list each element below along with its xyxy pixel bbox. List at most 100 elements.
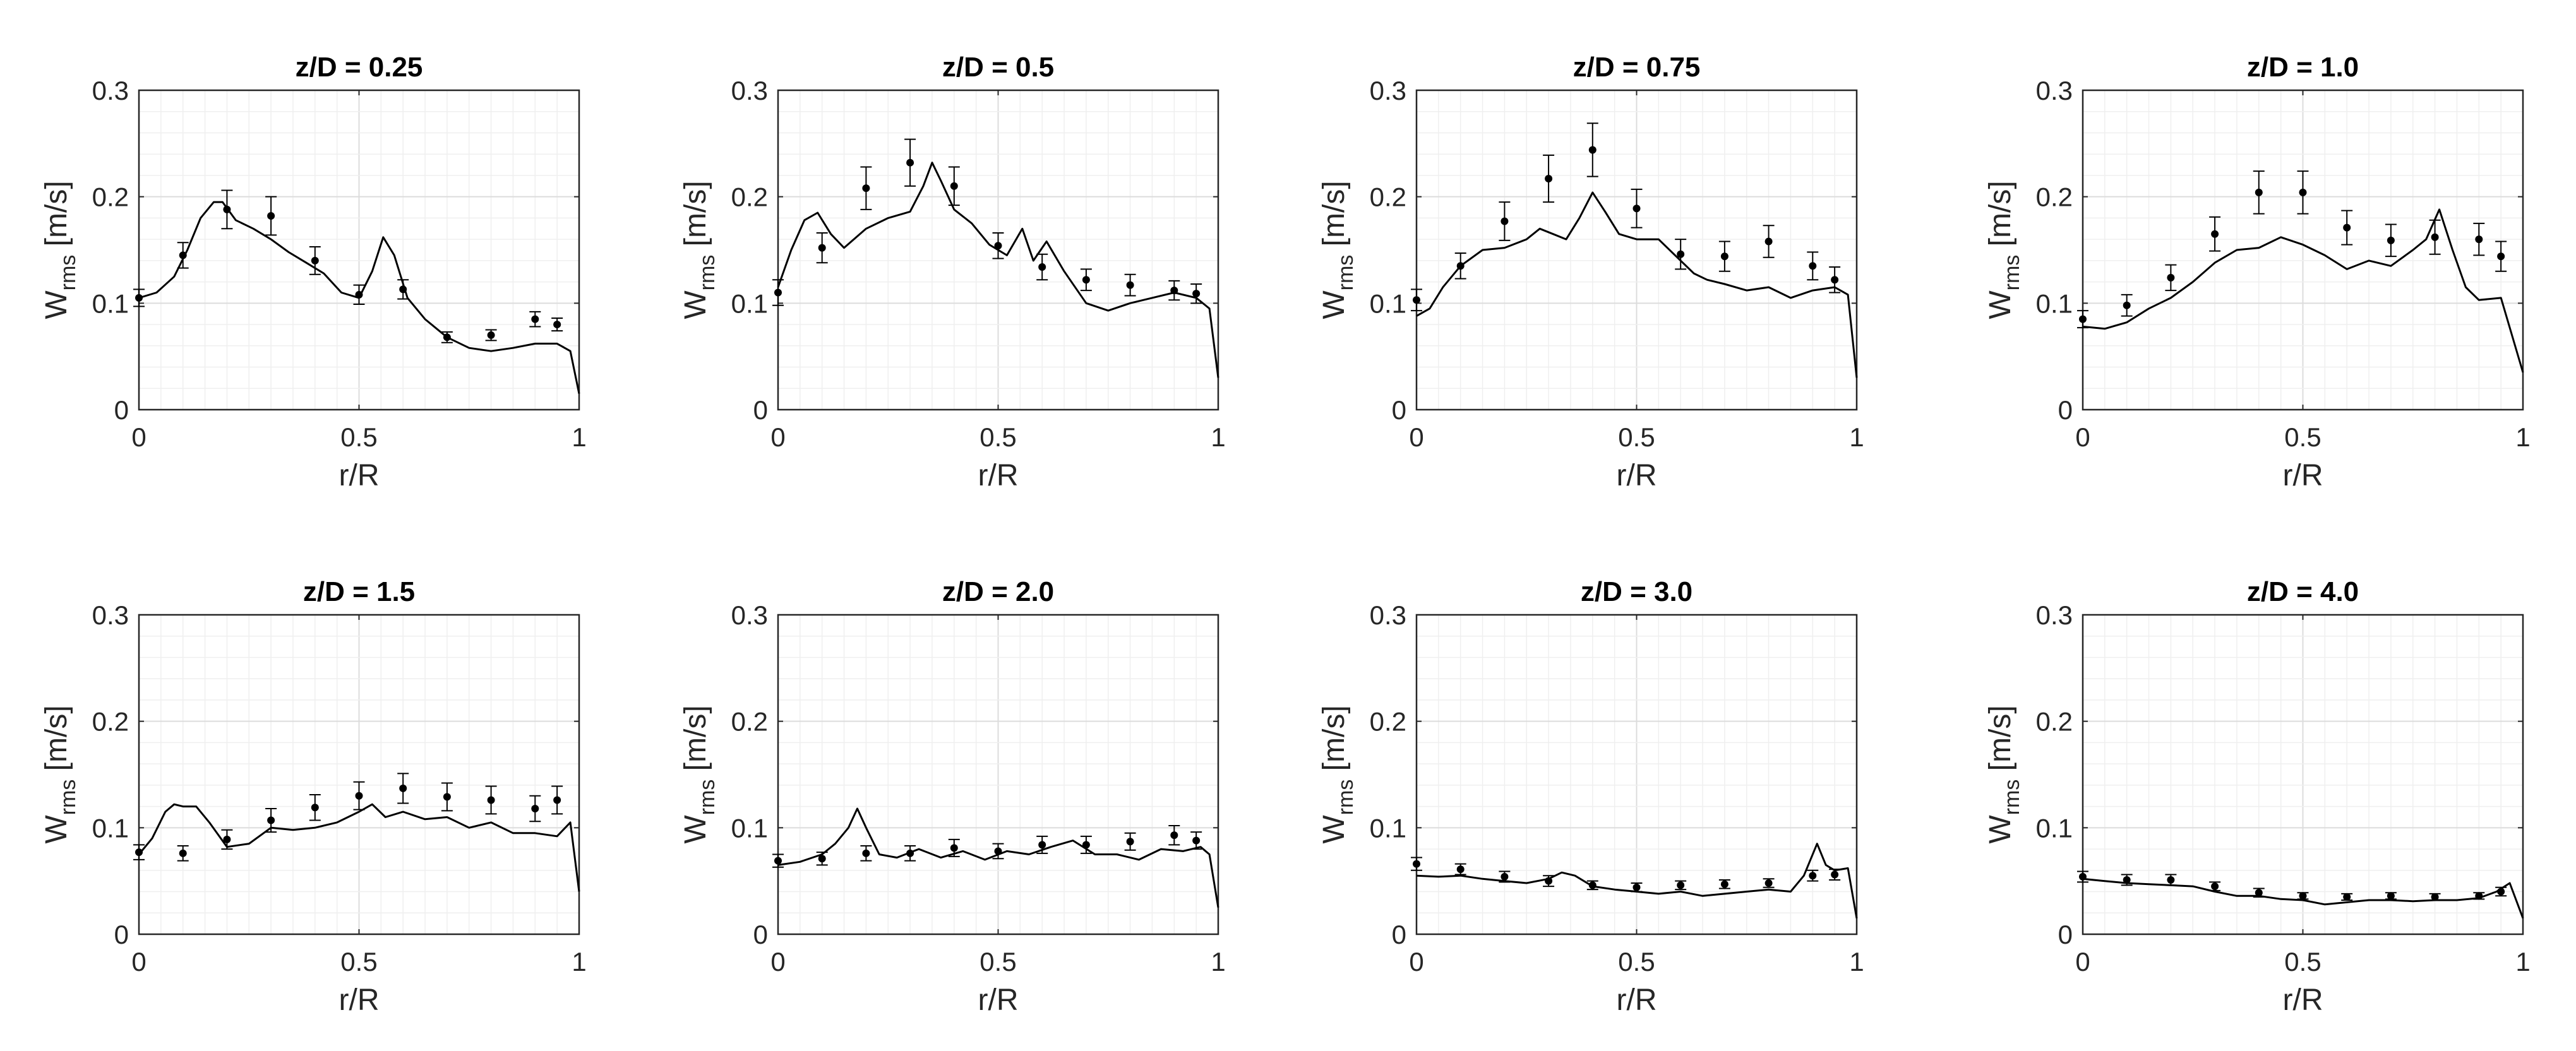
x-axis-label: r/R (339, 983, 380, 1017)
data-point (1456, 865, 1465, 874)
data-point (2431, 233, 2439, 241)
panel-title: z/D = 3.0 (1581, 576, 1692, 607)
x-axis-label: r/R (978, 983, 1019, 1017)
y-axis-label-main: W (40, 290, 73, 319)
data-point (1632, 205, 1641, 213)
y-axis-label-subscript: rms (56, 255, 80, 291)
data-point (135, 848, 143, 857)
data-point (994, 242, 1002, 250)
data-point (1809, 872, 1817, 880)
data-point (1831, 276, 1839, 284)
y-tick-label: 0.1 (731, 813, 768, 843)
y-axis-label-unit: [m/s] (40, 181, 73, 254)
data-point (1192, 836, 1201, 845)
data-point (2497, 888, 2505, 896)
data-point (1588, 146, 1597, 154)
data-point (223, 835, 231, 843)
y-tick-label: 0.2 (731, 182, 768, 212)
data-point (1545, 877, 1553, 885)
data-point (1588, 881, 1597, 889)
y-axis-label: Wrms [m/s] (40, 181, 80, 319)
y-tick-label: 0.2 (731, 707, 768, 737)
data-point (487, 796, 495, 804)
y-tick-label: 0.1 (92, 288, 129, 318)
data-point (2299, 188, 2307, 196)
data-point (1126, 281, 1134, 289)
x-tick-label: 0.5 (1618, 947, 1655, 977)
data-point (774, 288, 782, 297)
x-axis-label: r/R (2283, 459, 2323, 492)
x-axis-label: r/R (1617, 983, 1657, 1017)
data-point (1677, 881, 1685, 889)
data-point (553, 796, 561, 804)
y-axis-label-main: W (40, 815, 73, 844)
data-point (443, 793, 451, 801)
panel-3: 0 0.5 1 0 0.1 0.2 0.3 z/D = 0.75 r/R Wrms [m/s] (1317, 52, 1864, 492)
y-axis-label-unit: [m/s] (1984, 181, 2017, 254)
y-axis-label-main: W (1984, 290, 2017, 319)
data-point (2431, 893, 2439, 901)
x-tick-label: 0.5 (979, 422, 1016, 452)
y-axis-label-main: W (1984, 815, 2017, 844)
data-point (443, 333, 451, 341)
data-point (1170, 287, 1178, 295)
y-axis-label-subscript: rms (2000, 780, 2024, 816)
y-tick-label: 0.1 (2036, 813, 2073, 843)
y-tick-label: 0.1 (1370, 288, 1406, 318)
data-point (2211, 882, 2219, 891)
y-tick-label: 0.2 (1370, 182, 1406, 212)
simulation-line (1416, 191, 1858, 378)
data-point (818, 855, 826, 863)
data-point (2167, 876, 2175, 884)
y-tick-label: 0 (114, 395, 129, 425)
y-tick-label: 0.1 (92, 813, 129, 843)
x-tick-label: 0 (2075, 947, 2090, 977)
data-point (553, 321, 561, 329)
x-tick-label: 1 (1849, 422, 1864, 452)
y-axis-label-subscript: rms (56, 780, 80, 816)
y-tick-label: 0 (753, 920, 768, 949)
panel-title: z/D = 4.0 (2247, 576, 2359, 607)
panel-5: 0 0.5 1 0 0.1 0.2 0.3 z/D = 1.5 r/R Wrms [m/s] (40, 576, 587, 1017)
x-tick-label: 0.5 (979, 947, 1016, 977)
simulation-line (777, 162, 1219, 378)
data-point (1545, 174, 1553, 182)
x-tick-label: 0.5 (2284, 422, 2321, 452)
y-tick-label: 0 (1392, 395, 1406, 425)
data-point (487, 331, 495, 339)
panel-title: z/D = 0.25 (296, 52, 423, 83)
panel-2: 0 0.5 1 0 0.1 0.2 0.3 z/D = 0.5 r/R Wrms [m/s] (679, 52, 1226, 492)
x-tick-label: 0.5 (340, 422, 377, 452)
data-point (1764, 879, 1773, 888)
data-point (2343, 223, 2351, 232)
data-point (1720, 252, 1728, 261)
panel-1: 0 0.5 1 0 0.1 0.2 0.3 z/D = 0.25 r/R Wrms [m/s] (40, 52, 587, 492)
y-axis-label: Wrms [m/s] (679, 181, 719, 319)
y-tick-label: 0.3 (92, 600, 129, 630)
data-point (1764, 237, 1773, 246)
data-point (1456, 262, 1465, 270)
data-point (2255, 188, 2263, 196)
y-tick-label: 0.1 (2036, 288, 2073, 318)
panel-7: 0 0.5 1 0 0.1 0.2 0.3 z/D = 3.0 r/R Wrms [m/s] (1317, 576, 1864, 1017)
y-axis-label-unit: [m/s] (1984, 705, 2017, 779)
x-tick-label: 0 (770, 947, 785, 977)
y-axis-label-unit: [m/s] (679, 705, 712, 779)
data-point (2475, 892, 2483, 900)
x-tick-label: 0 (131, 947, 146, 977)
data-point (267, 212, 275, 220)
y-tick-label: 0.3 (731, 600, 768, 630)
data-point (2475, 235, 2483, 244)
y-axis-label: Wrms [m/s] (1317, 181, 1358, 319)
data-point (1082, 276, 1090, 284)
y-axis-label: Wrms [m/s] (1317, 705, 1358, 843)
data-point (355, 290, 363, 299)
data-point (531, 804, 539, 812)
data-point (1413, 860, 1420, 868)
data-point (2167, 273, 2175, 282)
x-tick-label: 0 (131, 422, 146, 452)
y-tick-label: 0.2 (1370, 707, 1406, 737)
data-point (1677, 250, 1685, 258)
y-tick-label: 0.3 (1370, 600, 1406, 630)
